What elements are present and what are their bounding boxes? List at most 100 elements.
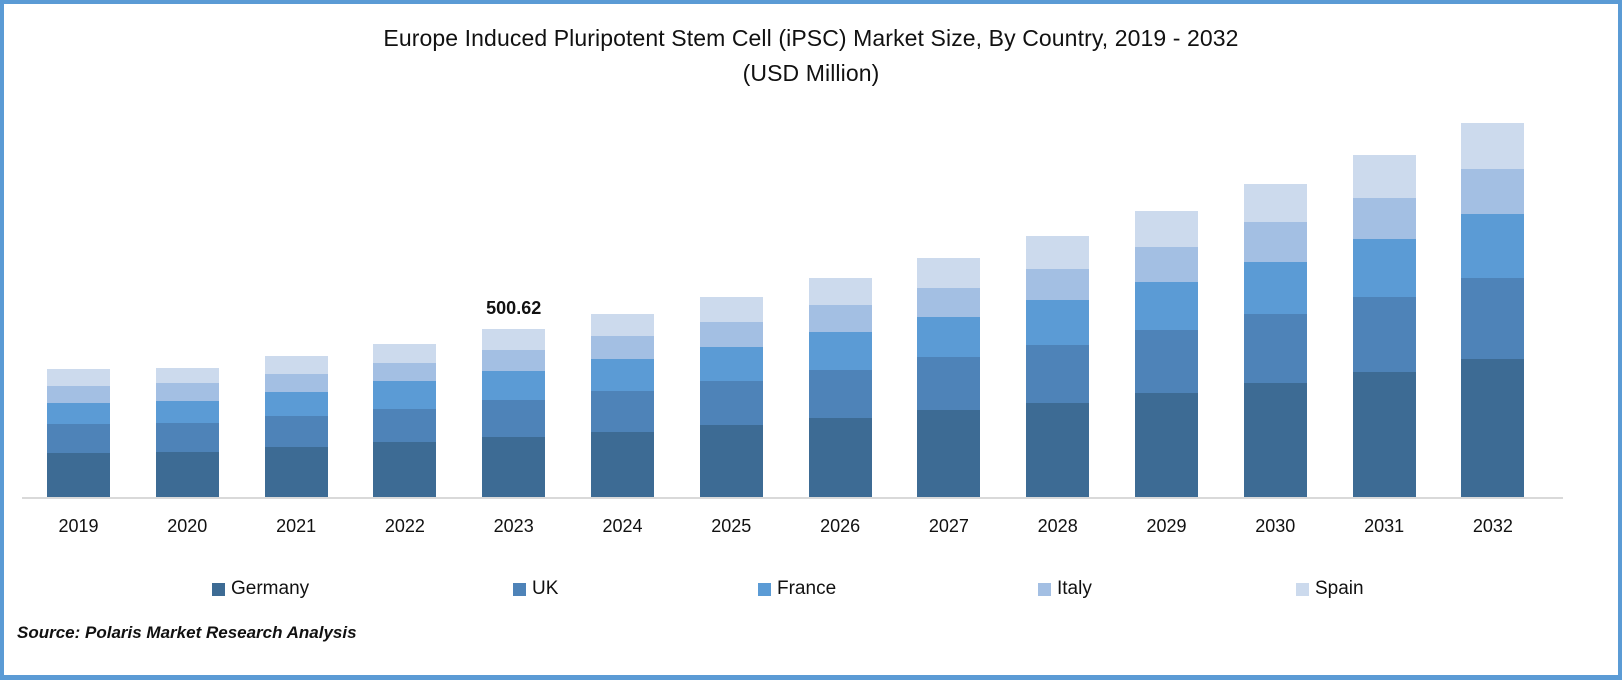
bar-segment-spain bbox=[699, 297, 763, 323]
bar-2024 bbox=[591, 313, 654, 497]
x-tick-label: 2022 bbox=[384, 516, 425, 536]
x-tick-label: 2032 bbox=[1472, 516, 1513, 536]
bar-segment-uk bbox=[1461, 278, 1525, 360]
bar-segment-france bbox=[917, 317, 981, 358]
bar-segment-france bbox=[155, 401, 219, 424]
legend-item-uk: UK bbox=[513, 578, 558, 600]
bar-2030 bbox=[1243, 183, 1307, 497]
x-tick-label: 2023 bbox=[493, 516, 534, 536]
bar-segment-italy bbox=[155, 382, 219, 402]
legend-label: Germany bbox=[231, 578, 310, 599]
x-tick-label: 2027 bbox=[928, 516, 969, 536]
bar-segment-spain bbox=[1352, 155, 1416, 199]
bar-segment-france bbox=[1243, 261, 1307, 314]
bar-segment-uk bbox=[1135, 329, 1198, 393]
bar-segment-france bbox=[808, 331, 872, 370]
legend-label: France bbox=[777, 578, 837, 599]
bar-segment-france bbox=[591, 359, 654, 391]
bar-segment-uk bbox=[47, 424, 110, 454]
bar-segment-uk bbox=[1243, 313, 1307, 383]
bar-segment-spain bbox=[1243, 183, 1307, 222]
bar-2019 bbox=[47, 368, 110, 497]
bar-segment-germany bbox=[1352, 372, 1416, 497]
bar-segment-uk bbox=[1026, 344, 1090, 404]
bar-segment-germany bbox=[1135, 392, 1198, 497]
bar-segment-france bbox=[1026, 300, 1090, 345]
x-tick-label: 2028 bbox=[1037, 516, 1078, 536]
bar-segment-spain bbox=[155, 367, 219, 383]
bar-segment-france bbox=[264, 392, 328, 417]
bar-2031 bbox=[1352, 155, 1416, 497]
x-tick-label: 2020 bbox=[167, 516, 208, 536]
x-tick-label: 2025 bbox=[711, 516, 752, 536]
bar-segment-spain bbox=[591, 313, 654, 336]
bar-2023 bbox=[482, 328, 546, 497]
legend-label: Italy bbox=[1057, 578, 1092, 599]
bar-segment-italy bbox=[482, 350, 546, 372]
bar-segment-uk bbox=[808, 369, 872, 418]
x-tick-label: 2021 bbox=[276, 516, 317, 536]
bar-segment-germany bbox=[808, 417, 872, 497]
bar-segment-france bbox=[1135, 281, 1198, 330]
bar-segment-italy bbox=[47, 385, 110, 404]
bar-segment-germany bbox=[264, 446, 328, 497]
bar-segment-uk bbox=[591, 390, 654, 432]
bar-segment-germany bbox=[1461, 359, 1525, 497]
bar-segment-italy bbox=[1135, 247, 1198, 282]
x-tick-label: 2019 bbox=[58, 516, 99, 536]
bar-segment-spain bbox=[1461, 123, 1525, 170]
bar-segment-italy bbox=[699, 322, 763, 347]
source-note: Source: Polaris Market Research Analysis bbox=[17, 623, 357, 642]
bar-segment-italy bbox=[264, 374, 328, 393]
bar-2027 bbox=[917, 258, 981, 497]
bar-segment-germany bbox=[591, 431, 654, 497]
bar-segment-spain bbox=[264, 356, 328, 375]
bar-segment-italy bbox=[373, 363, 437, 382]
bar-segment-france bbox=[699, 347, 763, 381]
legend-item-spain: Spain bbox=[1296, 578, 1364, 600]
bar-segment-france bbox=[373, 381, 437, 410]
bar-segment-italy bbox=[1461, 169, 1525, 215]
bar-segment-spain bbox=[917, 258, 981, 289]
bar-segment-germany bbox=[155, 452, 219, 497]
bar-2032 bbox=[1461, 123, 1525, 497]
bar-2022 bbox=[373, 344, 437, 497]
bar-segment-spain bbox=[1026, 236, 1090, 270]
bar-segment-uk bbox=[264, 416, 328, 447]
bar-segment-uk bbox=[155, 423, 219, 453]
bar-segment-germany bbox=[699, 424, 763, 497]
bar-segment-uk bbox=[373, 409, 437, 442]
bar-segment-spain bbox=[808, 278, 872, 306]
bar-segment-uk bbox=[699, 380, 763, 425]
legend-swatch-icon bbox=[1038, 582, 1051, 596]
legend-swatch-icon bbox=[758, 582, 771, 596]
bar-segment-italy bbox=[917, 288, 981, 318]
bar-segment-france bbox=[482, 371, 546, 401]
bar-segment-germany bbox=[47, 453, 110, 497]
bar-segment-uk bbox=[1352, 297, 1416, 373]
bar-2020 bbox=[155, 367, 219, 497]
bar-segment-uk bbox=[917, 357, 981, 411]
legend-label: Spain bbox=[1315, 578, 1364, 599]
chart-title: Europe Induced Pluripotent Stem Cell (iP… bbox=[383, 25, 1239, 51]
x-tick-label: 2026 bbox=[820, 516, 861, 536]
bar-2025 bbox=[699, 297, 763, 497]
bar-segment-spain bbox=[1135, 211, 1198, 248]
legend-swatch-icon bbox=[1296, 582, 1309, 596]
bar-segment-germany bbox=[917, 410, 981, 497]
legend-label: UK bbox=[532, 578, 559, 599]
bar-segment-spain bbox=[47, 368, 110, 386]
bar-segment-france bbox=[1352, 239, 1416, 298]
legend-item-france: France bbox=[758, 578, 836, 600]
bar-2028 bbox=[1026, 236, 1090, 497]
bar-segment-france bbox=[1461, 214, 1525, 279]
bar-segment-germany bbox=[373, 441, 437, 497]
bar-segment-spain bbox=[373, 344, 437, 364]
x-axis-line bbox=[22, 497, 1563, 499]
legend-swatch-icon bbox=[513, 582, 526, 596]
x-tick-label: 2024 bbox=[602, 516, 643, 536]
bar-segment-france bbox=[47, 403, 110, 425]
bar-segment-germany bbox=[1026, 403, 1090, 497]
x-tick-label: 2029 bbox=[1146, 516, 1187, 536]
